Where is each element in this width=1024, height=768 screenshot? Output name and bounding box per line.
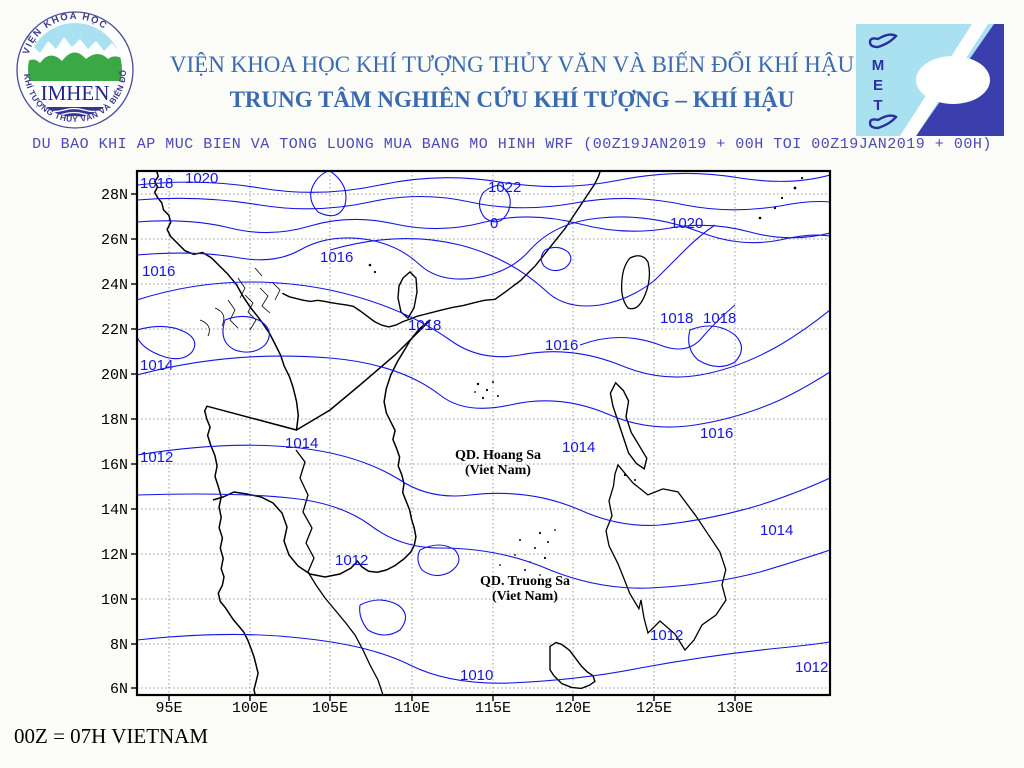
svg-text:1022: 1022 <box>335 105 368 122</box>
svg-text:(Viet Nam): (Viet Nam) <box>465 463 531 478</box>
svg-text:105E: 105E <box>312 700 348 717</box>
svg-text:22N: 22N <box>101 322 128 339</box>
svg-text:1020: 1020 <box>185 170 218 187</box>
svg-text:0: 0 <box>490 215 498 232</box>
svg-text:100E: 100E <box>232 700 268 717</box>
svg-text:18N: 18N <box>101 412 128 429</box>
svg-text:8N: 8N <box>110 637 128 654</box>
svg-text:130E: 130E <box>717 700 753 717</box>
svg-text:1022: 1022 <box>488 179 521 196</box>
svg-text:20N: 20N <box>101 367 128 384</box>
svg-text:115E: 115E <box>475 700 511 717</box>
svg-text:QD. Truong Sa: QD. Truong Sa <box>480 574 570 589</box>
svg-text:1018: 1018 <box>703 310 736 327</box>
svg-text:95E: 95E <box>155 700 182 717</box>
svg-text:110E: 110E <box>394 700 430 717</box>
svg-text:6N: 6N <box>110 681 128 698</box>
svg-text:1016: 1016 <box>320 249 353 266</box>
svg-text:1016: 1016 <box>700 425 733 442</box>
svg-text:1020: 1020 <box>670 215 703 232</box>
svg-text:1010: 1010 <box>460 667 493 684</box>
svg-text:16N: 16N <box>101 457 128 474</box>
svg-text:1016: 1016 <box>142 263 175 280</box>
svg-text:1016: 1016 <box>545 337 578 354</box>
svg-text:1012: 1012 <box>795 659 828 676</box>
svg-text:120E: 120E <box>555 700 591 717</box>
svg-text:QD. Hoang Sa: QD. Hoang Sa <box>455 448 541 463</box>
svg-text:1014: 1014 <box>760 522 793 539</box>
svg-text:24N: 24N <box>101 277 128 294</box>
svg-text:125E: 125E <box>636 700 672 717</box>
svg-text:1018: 1018 <box>660 310 693 327</box>
svg-text:1014: 1014 <box>562 439 595 456</box>
svg-text:(Viet Nam): (Viet Nam) <box>492 589 558 604</box>
svg-text:12N: 12N <box>101 547 128 564</box>
svg-text:1022: 1022 <box>670 152 703 169</box>
svg-text:1018: 1018 <box>140 175 173 192</box>
svg-text:28N: 28N <box>101 187 128 204</box>
svg-text:1012: 1012 <box>650 627 683 644</box>
svg-text:1014: 1014 <box>285 435 318 452</box>
svg-text:1010: 1010 <box>845 659 878 676</box>
svg-text:1014: 1014 <box>140 357 173 374</box>
svg-text:1022: 1022 <box>778 57 811 74</box>
svg-text:1012: 1012 <box>335 552 368 569</box>
svg-text:10N: 10N <box>101 592 128 609</box>
svg-text:14N: 14N <box>101 502 128 519</box>
svg-text:1018: 1018 <box>408 317 441 334</box>
svg-text:1012: 1012 <box>140 449 173 466</box>
svg-text:1022: 1022 <box>565 84 598 101</box>
svg-text:26N: 26N <box>101 232 128 249</box>
